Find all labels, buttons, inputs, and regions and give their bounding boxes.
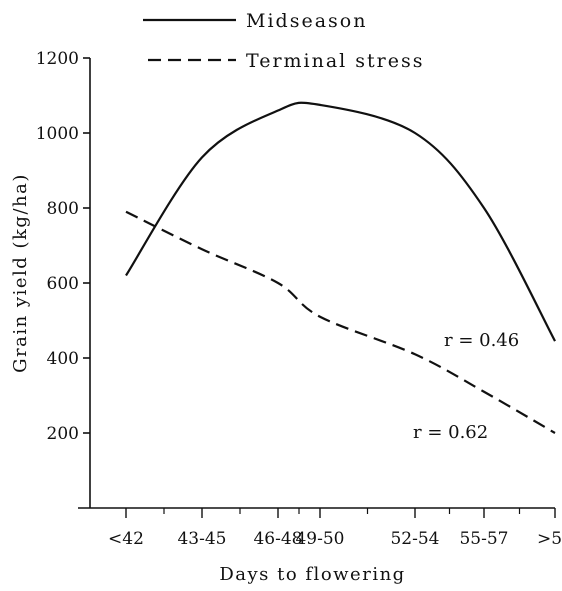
x-tick-label-52-54: 52-54 <box>390 529 439 549</box>
legend-label-terminal-stress: Terminal stress <box>246 50 425 72</box>
annotations: r = 0.46 r = 0.62 <box>413 330 519 443</box>
x-tick-label-42: <42 <box>108 529 144 549</box>
y-tick-label-800: 800 <box>47 199 79 219</box>
y-tick-label-200: 200 <box>47 424 79 444</box>
y-tick-label-1200: 1200 <box>36 49 79 69</box>
series-layer <box>125 101 556 434</box>
y-tick-label-400: 400 <box>47 349 79 369</box>
x-tick-label-58: >58 <box>537 529 562 549</box>
x-tick-label-46-48: 46-48 <box>253 529 302 549</box>
legend: Midseason Terminal stress <box>143 10 425 72</box>
x-tick-label-43-45: 43-45 <box>177 529 226 549</box>
y-tick-label-600: 600 <box>47 274 79 294</box>
series-line-midseason <box>125 101 556 342</box>
annotation-midseason: r = 0.46 <box>444 330 519 351</box>
y-axis-title: Grain yield (kg/ha) <box>10 173 31 373</box>
x-tick-label-49-50: 49-50 <box>295 529 344 549</box>
annotation-terminal-stress: r = 0.62 <box>413 422 488 443</box>
x-tick-label-55-57: 55-57 <box>459 529 508 549</box>
x-axis-title: Days to flowering <box>219 564 405 585</box>
series-line-terminal-stress <box>125 210 556 434</box>
y-tick-label-1000: 1000 <box>36 124 79 144</box>
legend-label-midseason: Midseason <box>246 10 367 32</box>
